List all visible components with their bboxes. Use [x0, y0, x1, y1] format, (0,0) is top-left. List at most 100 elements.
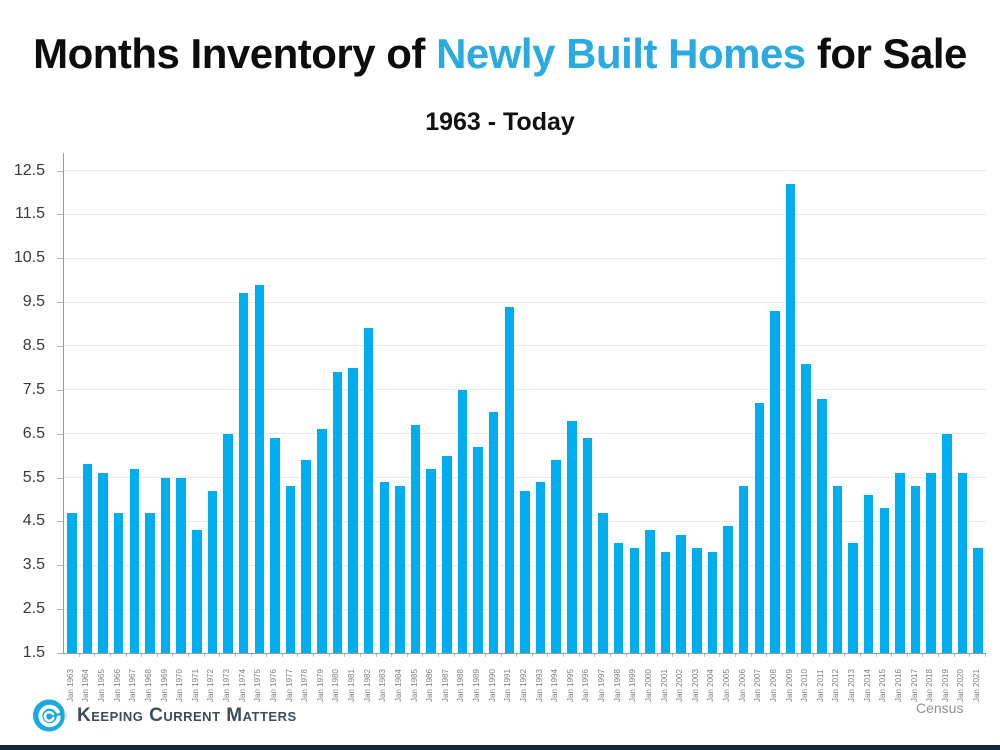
bar [488, 411, 499, 653]
y-tick-label: 12.5 [13, 161, 45, 179]
x-label-slot: Jan 2008 [766, 658, 782, 702]
x-tick-label: Jan 1996 [581, 669, 591, 702]
bar [629, 547, 640, 653]
bar [832, 486, 843, 653]
bar-slot [877, 153, 893, 653]
x-tick-mark [719, 654, 721, 657]
bar-slot [955, 153, 971, 653]
x-label-slot: Jan 1977 [282, 658, 298, 702]
bar [145, 512, 155, 653]
bar [207, 490, 218, 653]
y-tick-label: 1.5 [22, 644, 45, 661]
bar-slot [611, 153, 627, 653]
x-label-slot: Jan 2021 [969, 658, 985, 702]
x-tick-label: Jan 1988 [456, 669, 466, 702]
x-tick-label: Jan 2006 [737, 669, 747, 702]
bar-slot [939, 153, 955, 653]
x-label-slot: Jan 1981 [344, 658, 360, 702]
bar-slot [861, 153, 877, 653]
y-tick-mark [57, 609, 63, 611]
x-label-slot: Jan 1992 [516, 658, 532, 702]
x-tick-label: Jan 1982 [362, 669, 372, 702]
x-tick-label: Jan 1966 [112, 669, 122, 702]
x-tick-mark [578, 654, 580, 657]
x-label-slot: Jan 2011 [813, 658, 829, 702]
x-tick-label: Jan 2007 [753, 669, 763, 702]
bar [410, 424, 421, 653]
x-tick-mark [156, 654, 158, 657]
bar-slot [580, 153, 596, 653]
x-tick-mark [985, 654, 986, 657]
bar-slot [564, 153, 580, 653]
x-tick-mark [109, 654, 111, 657]
y-tick-mark [57, 170, 63, 172]
bar [707, 552, 718, 653]
x-tick-label: Jan 1969 [159, 669, 169, 702]
x-label-slot: Jan 1993 [532, 658, 548, 702]
x-tick-mark [203, 654, 205, 657]
x-tick-label: Jan 2004 [706, 669, 716, 702]
y-tick-label: 6.5 [22, 424, 45, 442]
x-tick-mark [531, 654, 533, 657]
x-label-slot: Jan 1986 [422, 658, 438, 702]
x-tick-mark [172, 654, 174, 657]
bar-slot [80, 153, 96, 653]
x-tick-mark [281, 654, 283, 657]
y-tick-label: 5.5 [22, 468, 45, 486]
bar [723, 525, 733, 653]
x-tick-label: Jan 1981 [347, 669, 357, 702]
bar [395, 486, 405, 653]
x-tick-label: Jan 1999 [628, 669, 638, 702]
x-label-slot: Jan 1964 [79, 658, 95, 702]
bar [770, 310, 780, 653]
bar-slot [236, 153, 252, 653]
bar-slot [267, 153, 283, 653]
y-tick-label: 9.5 [22, 293, 45, 311]
bar-slot [283, 153, 299, 653]
bar-slot [345, 153, 361, 653]
bar-slot [642, 153, 658, 653]
x-label-slot: Jan 1997 [594, 658, 610, 702]
bar-slot [127, 153, 143, 653]
x-tick-mark [125, 654, 127, 657]
x-tick-mark [359, 654, 361, 657]
x-tick-mark [750, 654, 752, 657]
bar [254, 284, 265, 653]
y-tick-mark [57, 433, 63, 435]
x-tick-label: Jan 1993 [534, 669, 544, 702]
x-label-slot: Jan 2017 [907, 658, 923, 702]
x-tick-label: Jan 1972 [206, 669, 216, 702]
bar [801, 363, 811, 653]
x-label-slot: Jan 1972 [204, 658, 220, 702]
x-tick-label: Jan 1975 [253, 669, 263, 702]
x-label-slot: Jan 2006 [735, 658, 751, 702]
bar [942, 433, 952, 653]
x-tick-mark [703, 654, 705, 657]
x-tick-mark [297, 654, 299, 657]
x-tick-label: Jan 1997 [597, 669, 607, 702]
x-label-slot: Jan 1983 [376, 658, 392, 702]
bar [238, 293, 249, 653]
x-label-slot: Jan 2018 [922, 658, 938, 702]
x-label-slot: Jan 1966 [110, 658, 126, 702]
x-tick-mark [688, 654, 690, 657]
y-tick-mark [57, 258, 63, 260]
bar-slot [720, 153, 736, 653]
x-tick-label: Jan 2020 [956, 669, 966, 702]
bar [520, 490, 530, 653]
bar [910, 486, 921, 653]
gridline [64, 170, 986, 172]
bar-slot [408, 153, 424, 653]
gridline [64, 301, 986, 303]
gridline [64, 433, 986, 435]
x-tick-mark [250, 654, 252, 657]
y-tick-label: 11.5 [15, 205, 45, 223]
x-tick-label: Jan 1973 [222, 669, 232, 702]
x-tick-label: Jan 1965 [97, 669, 107, 702]
bar-slot [517, 153, 533, 653]
x-tick-label: Jan 2011 [815, 669, 825, 702]
x-tick-label: Jan 2005 [722, 669, 732, 702]
x-tick-mark [797, 654, 799, 657]
bar [317, 429, 327, 653]
